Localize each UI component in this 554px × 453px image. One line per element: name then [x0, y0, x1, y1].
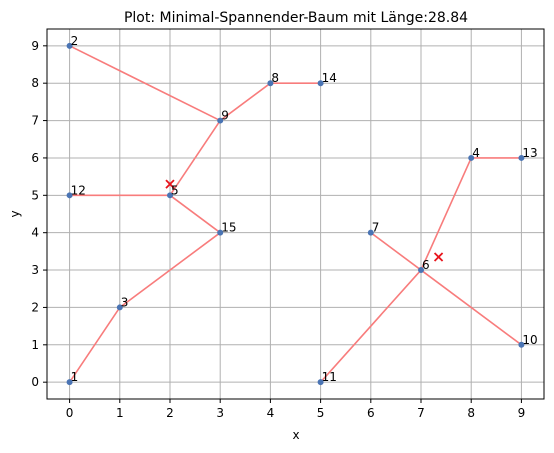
- x-tick-label-1: 1: [116, 406, 124, 420]
- y-tick-label-5: 5: [31, 188, 39, 202]
- edge-3: [169, 120, 221, 196]
- tree-edges: [68, 45, 522, 383]
- y-tick-label-1: 1: [31, 338, 39, 352]
- x-tick-label-0: 0: [66, 406, 74, 420]
- point-13: [518, 154, 525, 161]
- point-8: [267, 80, 274, 87]
- point-2: [66, 42, 73, 49]
- point-label-8: 8: [271, 71, 279, 85]
- marker-x-1: [433, 252, 444, 262]
- edge-9: [420, 269, 522, 346]
- x-tick-label-4: 4: [267, 406, 275, 420]
- point-label-3: 3: [121, 295, 129, 309]
- x-tick-label-6: 6: [367, 406, 375, 420]
- y-tick-label-2: 2: [31, 300, 39, 314]
- y-axis-label: y: [8, 210, 22, 217]
- point-3: [116, 304, 123, 311]
- edge-7: [68, 306, 121, 383]
- point-label-13: 13: [522, 146, 537, 160]
- y-tick-label-4: 4: [31, 226, 39, 240]
- point-label-2: 2: [71, 34, 79, 48]
- marker-x-0: [165, 179, 175, 189]
- edge-0: [69, 45, 221, 122]
- y-axis-ticks: 0 1 2 3 4 5 6 7 8 9: [31, 39, 47, 389]
- point-7: [367, 229, 374, 236]
- point-15: [217, 229, 224, 236]
- point-label-1: 1: [71, 370, 79, 384]
- point-9: [217, 117, 224, 124]
- x-tick-label-9: 9: [518, 406, 526, 420]
- x-axis-ticks: 0 1 2 3 4 5 6 7 8 9: [66, 399, 525, 420]
- point-4: [468, 154, 475, 161]
- x-tick-label-8: 8: [467, 406, 475, 420]
- x-tick-label-3: 3: [216, 406, 224, 420]
- point-label-5: 5: [171, 183, 179, 197]
- y-tick-label-0: 0: [31, 375, 39, 389]
- y-tick-label-8: 8: [31, 76, 39, 90]
- y-tick-label-6: 6: [31, 151, 39, 165]
- point-11: [317, 379, 324, 386]
- edge-11: [420, 157, 472, 271]
- point-12: [66, 192, 73, 199]
- point-1: [66, 379, 73, 386]
- x-tick-label-7: 7: [417, 406, 425, 420]
- point-10: [518, 341, 525, 348]
- x-tick-label-5: 5: [317, 406, 325, 420]
- edge-1: [219, 82, 271, 122]
- edge-10: [320, 269, 422, 383]
- plot-frame: [46, 28, 545, 400]
- edge-6: [119, 232, 221, 309]
- y-tick-label-3: 3: [31, 263, 39, 277]
- point-label-10: 10: [522, 333, 537, 347]
- point-label-9: 9: [221, 109, 229, 123]
- chart-title: Plot: Minimal-Spannender-Baum mit Länge:…: [124, 10, 468, 26]
- point-14: [317, 80, 324, 87]
- y-tick-label-7: 7: [31, 114, 39, 128]
- point-5: [166, 192, 173, 199]
- edge-5: [169, 194, 221, 234]
- point-label-12: 12: [71, 183, 86, 197]
- x-tick-label-2: 2: [166, 406, 174, 420]
- point-label-6: 6: [422, 258, 430, 272]
- centroid-markers: [165, 179, 444, 262]
- point-label-7: 7: [372, 221, 380, 235]
- point-label-4: 4: [472, 146, 480, 160]
- point-label-11: 11: [322, 370, 337, 384]
- point-6: [418, 267, 425, 274]
- point-label-14: 14: [322, 71, 337, 85]
- y-tick-label-9: 9: [31, 39, 39, 53]
- point-label-15: 15: [221, 221, 236, 235]
- grid: [47, 29, 544, 399]
- edge-8: [370, 232, 422, 271]
- x-axis-label: x: [292, 428, 299, 442]
- data-points: [66, 42, 525, 386]
